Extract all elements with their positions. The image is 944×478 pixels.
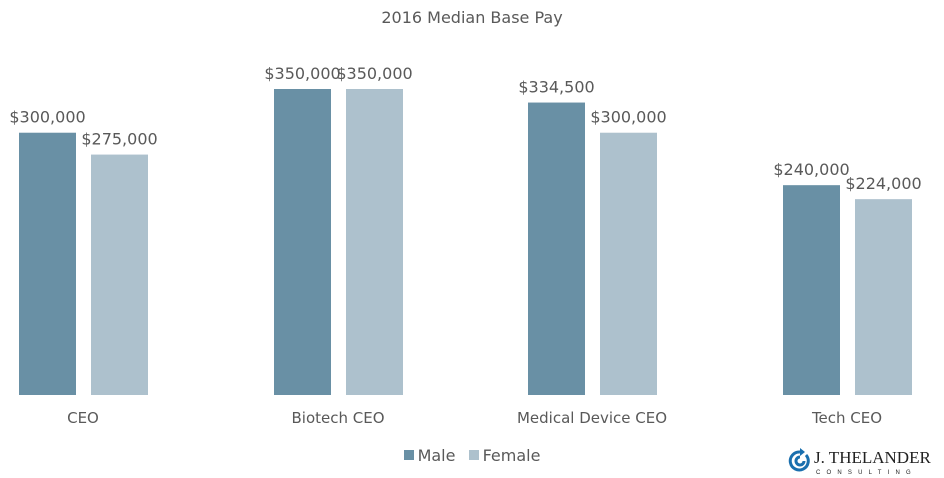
data-label: $334,500 xyxy=(518,78,594,97)
legend-swatch-male xyxy=(403,450,414,460)
data-label: $300,000 xyxy=(590,108,666,127)
legend-item-male: Male xyxy=(403,445,456,465)
svg-text:CONSULTING: CONSULTING xyxy=(816,470,917,476)
legend: Male Female xyxy=(0,445,944,465)
data-label: $300,000 xyxy=(9,108,85,127)
company-logo: J. THELANDER CONSULTING xyxy=(788,448,931,476)
category-label: Tech CEO xyxy=(811,409,882,427)
category-label: Medical Device CEO xyxy=(517,409,667,427)
chart-title: 2016 Median Base Pay xyxy=(381,8,563,27)
bar-male xyxy=(274,89,331,395)
svg-text:J. THELANDER: J. THELANDER xyxy=(814,448,931,467)
legend-swatch-female xyxy=(468,450,479,460)
data-label: $350,000 xyxy=(336,64,412,83)
bar-female xyxy=(600,132,657,395)
data-label: $275,000 xyxy=(81,130,157,149)
bar-female xyxy=(855,199,912,395)
bar-male xyxy=(19,132,76,395)
bar-male xyxy=(528,102,585,396)
legend-item-female: Female xyxy=(468,445,541,465)
legend-label-male: Male xyxy=(417,445,456,465)
legend-label-female: Female xyxy=(482,445,541,465)
bar-male xyxy=(783,185,840,395)
data-label: $224,000 xyxy=(845,174,921,193)
bar-female xyxy=(346,89,403,395)
category-label: CEO xyxy=(67,409,99,427)
data-label: $350,000 xyxy=(264,64,340,83)
category-label: Biotech CEO xyxy=(291,409,384,427)
bar-female xyxy=(91,154,148,395)
data-label: $240,000 xyxy=(773,160,849,179)
